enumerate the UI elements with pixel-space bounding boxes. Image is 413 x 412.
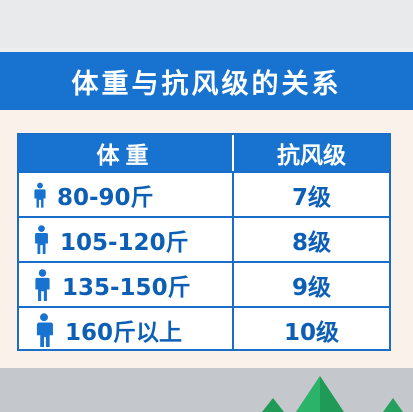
weight-cell: 80-90斤 — [19, 173, 234, 216]
table-row: 80-90斤 7级 — [19, 171, 389, 216]
weight-value: 135-150斤 — [62, 274, 191, 301]
tree-icon — [383, 398, 403, 412]
level-cell: 10级 — [283, 319, 339, 346]
table-row: 105-120斤 8级 — [19, 216, 389, 261]
person-icon — [35, 225, 48, 254]
tree-icon — [262, 398, 284, 412]
person-icon — [35, 268, 50, 301]
weight-cell: 160斤以上 — [19, 308, 234, 349]
page-title: 体重与抗风级的关系 — [71, 68, 342, 100]
person-icon — [34, 182, 46, 208]
level-cell: 9级 — [291, 274, 331, 301]
weight-cell: 105-120斤 — [19, 218, 234, 261]
weight-wind-table: 体重 抗风级 80-90斤 7级 105-120斤 8级 135-150斤 9级… — [17, 133, 391, 351]
weight-value: 105-120斤 — [60, 229, 189, 256]
table-row: 135-150斤 9级 — [19, 261, 389, 306]
bottom-background — [0, 368, 413, 412]
weight-value: 80-90斤 — [57, 184, 154, 211]
table-header: 体重 抗风级 — [19, 135, 389, 171]
header-level: 抗风级 — [277, 143, 346, 169]
title-banner: 体重与抗风级的关系 — [0, 52, 413, 110]
table-row: 160斤以上 10级 — [19, 306, 389, 349]
level-cell: 7级 — [291, 184, 331, 211]
header-weight: 体重 — [19, 135, 234, 171]
person-icon — [36, 312, 53, 347]
level-cell: 8级 — [291, 229, 331, 256]
weight-cell: 135-150斤 — [19, 263, 234, 306]
tree-icon — [296, 376, 344, 412]
top-background — [0, 0, 413, 48]
weight-value: 160斤以上 — [65, 319, 183, 346]
